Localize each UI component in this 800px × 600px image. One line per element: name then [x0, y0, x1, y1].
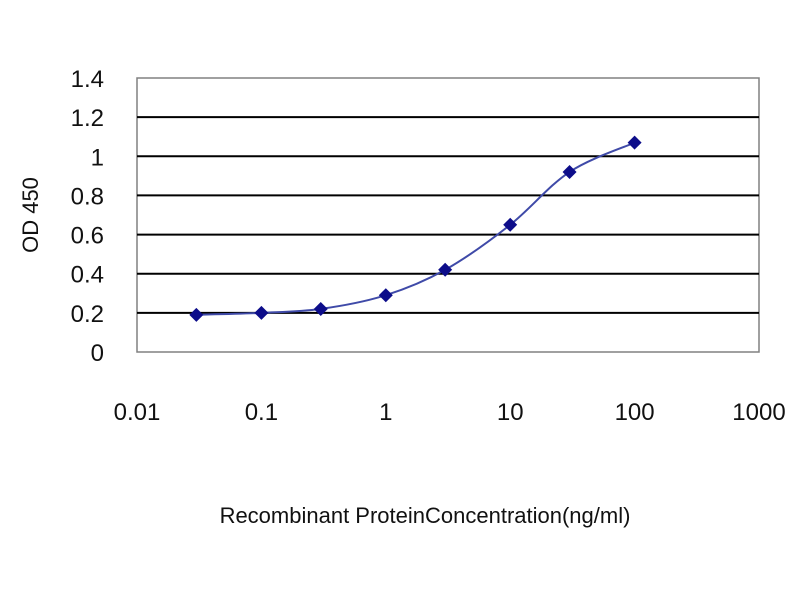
y-tick-label: 0.6: [71, 223, 104, 250]
data-point-marker: [438, 262, 453, 277]
y-tick-label: 1.4: [71, 66, 104, 93]
data-point-marker: [189, 307, 204, 322]
x-axis-tick-labels: 0.01 0.1 1 10 100 1000: [114, 399, 786, 426]
y-tick-label: 0.4: [71, 262, 104, 289]
data-point-marker: [313, 301, 328, 316]
data-series: [189, 135, 642, 322]
x-tick-label: 0.1: [245, 399, 278, 426]
gridlines: [137, 116, 759, 314]
x-tick-label: 1000: [732, 399, 785, 426]
y-tick-label: 1.2: [71, 105, 104, 132]
y-tick-label: 0.8: [71, 183, 104, 210]
data-point-marker: [378, 288, 393, 303]
x-tick-label: 0.01: [114, 399, 161, 426]
data-point-marker: [627, 135, 642, 150]
plot-area: [136, 77, 760, 353]
x-tick-label: 1: [379, 399, 392, 426]
y-tick-label: 1: [91, 144, 104, 171]
data-point-marker: [562, 164, 577, 179]
x-axis-title: Recombinant ProteinConcentration(ng/ml): [220, 503, 631, 528]
x-tick-label: 10: [497, 399, 524, 426]
data-point-marker: [503, 217, 518, 232]
y-tick-label: 0.2: [71, 301, 104, 328]
x-tick-label: 100: [615, 399, 655, 426]
y-tick-label: 0: [91, 340, 104, 367]
data-point-marker: [254, 305, 269, 320]
plot-border: [136, 77, 760, 353]
y-axis-tick-labels: 0 0.2 0.4 0.6 0.8 1 1.2 1.4: [71, 66, 104, 367]
y-axis-title: OD 450: [18, 177, 43, 253]
